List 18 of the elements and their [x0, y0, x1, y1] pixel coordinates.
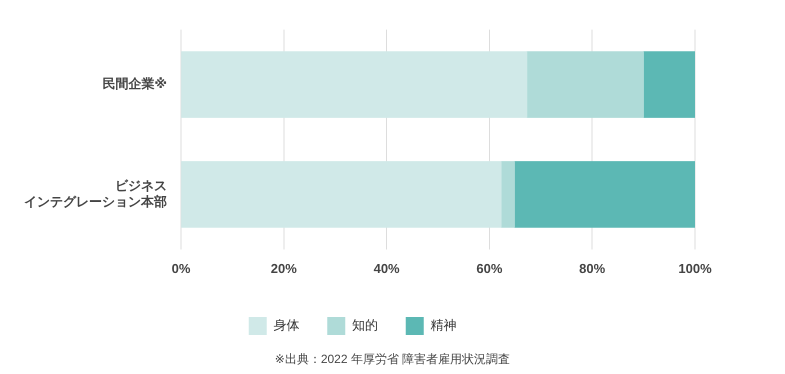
bar	[500, 161, 515, 228]
y-tick-label: 民間企業※	[102, 76, 167, 92]
x-tick-label: 100%	[678, 260, 712, 276]
bar	[181, 51, 528, 118]
legend-label: 知的	[352, 318, 378, 333]
legend-label: 身体	[273, 318, 300, 333]
bar	[526, 51, 644, 118]
x-tick-label: 40%	[374, 260, 400, 276]
x-tick-label: 0%	[172, 260, 191, 276]
legend-label: 精神	[430, 318, 456, 333]
bar	[643, 51, 695, 118]
x-tick-label: 80%	[579, 260, 606, 276]
x-tick-label: 20%	[270, 260, 298, 276]
y-tick-label: ビジネスインテグレーション本部	[24, 178, 167, 209]
bar	[514, 161, 695, 228]
text: ※出典：2022 年厚労省 障害者雇用状況調査	[274, 351, 512, 368]
x-tick-label: 60%	[476, 260, 503, 276]
bar	[181, 161, 502, 228]
